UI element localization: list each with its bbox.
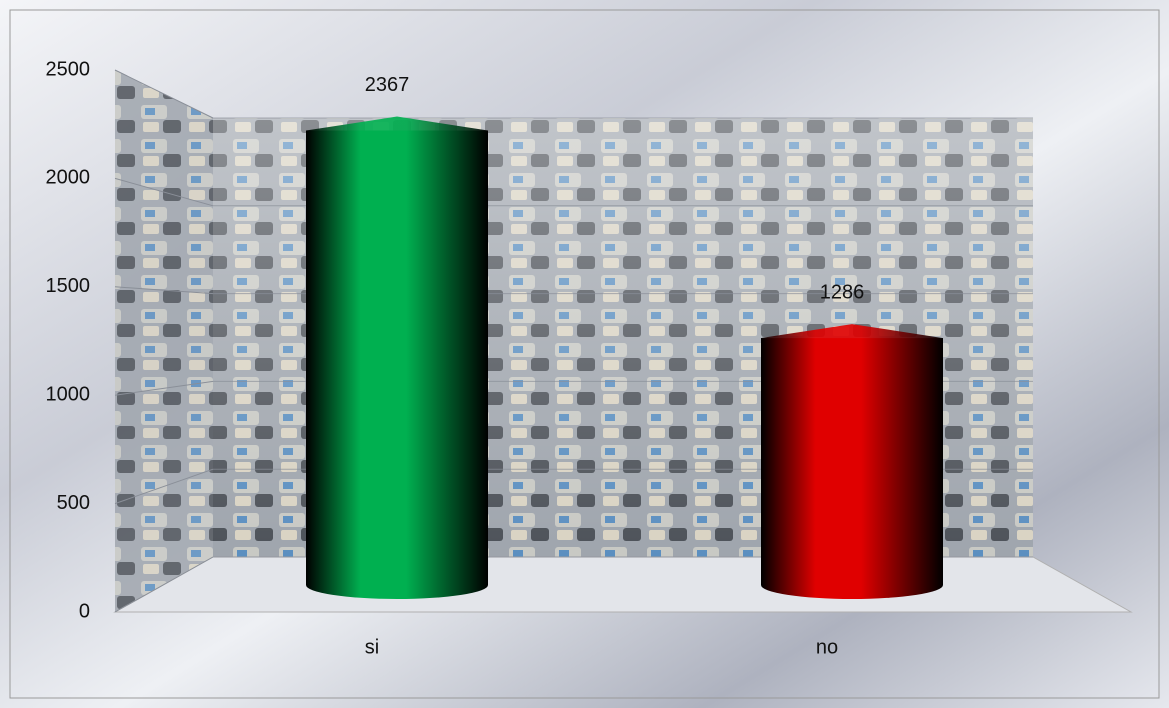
bar — [761, 338, 943, 599]
y-tick-label: 2000 — [46, 167, 91, 189]
y-tick-label: 2500 — [46, 58, 91, 80]
data-label: 1286 — [820, 281, 865, 303]
x-tick-label: si — [365, 636, 379, 658]
grid-line — [114, 69, 214, 119]
y-tick-label: 500 — [57, 492, 90, 514]
y-tick-label: 0 — [79, 600, 90, 622]
grid-line — [114, 177, 214, 207]
grid-line — [114, 380, 214, 396]
chart-border — [9, 9, 1160, 699]
bar — [306, 130, 488, 599]
bar-top — [306, 116, 488, 145]
grid-line — [114, 286, 214, 295]
y-tick-label: 1000 — [46, 383, 91, 405]
floor — [113, 556, 1133, 613]
x-tick-label: no — [816, 636, 838, 658]
grid-line — [114, 468, 214, 505]
bar-top — [761, 324, 943, 353]
grid-line — [114, 556, 214, 613]
y-tick-label: 1500 — [46, 275, 91, 297]
side-wall — [115, 70, 213, 612]
data-label: 2367 — [365, 74, 410, 96]
